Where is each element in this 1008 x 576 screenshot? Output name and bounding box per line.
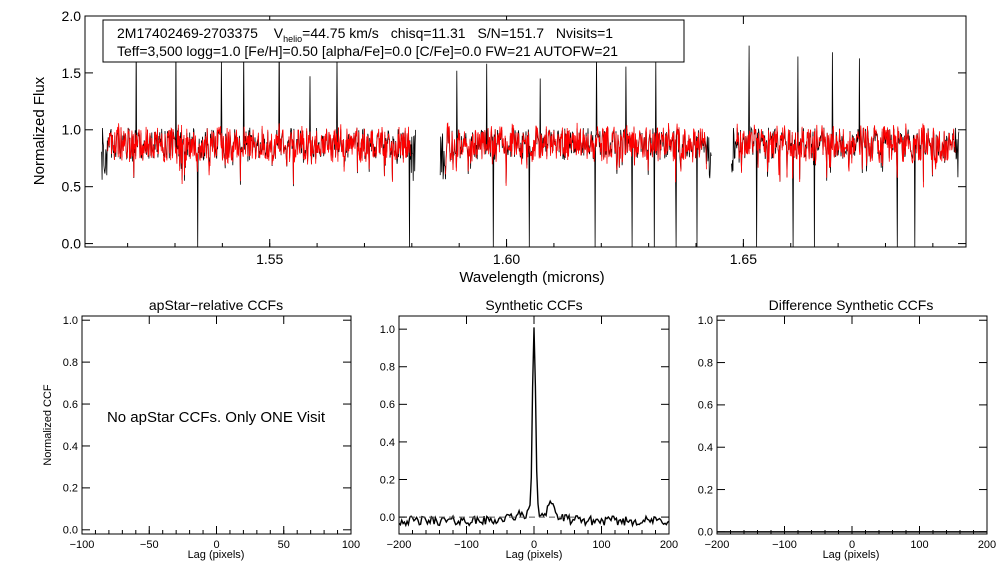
- spectrum-y-tick-label: 2.0: [62, 8, 82, 24]
- ccf3-x-tick-label: 0: [849, 539, 855, 551]
- spectrum-y-label: Normalized Flux: [31, 76, 48, 185]
- ccf1-x-tick-label: 100: [342, 539, 360, 551]
- chisq-value: chisq=11.31: [391, 25, 466, 41]
- ccf1-y-tick-label: 0.8: [63, 357, 78, 369]
- ccf1-y-tick-label: 0.0: [63, 525, 78, 537]
- spectrum-y-tick-label: 0.0: [62, 235, 82, 251]
- vhelio-value: =44.75 km/s: [302, 25, 379, 41]
- ccf3-y-tick-label: 0.2: [698, 484, 713, 496]
- ccf3-x-tick-label: −100: [772, 539, 797, 551]
- info-line-2: Teff=3,500 logg=1.0 [Fe/H]=0.50 [alpha/F…: [117, 43, 618, 59]
- spectrum-x-tick-label: 1.55: [256, 251, 283, 267]
- ccf3-axes-frame: [716, 315, 988, 535]
- spectrum-y-tick-label: 0.5: [62, 179, 82, 195]
- synthetic-spectrum-chip-1: [107, 123, 411, 185]
- ccf3-y-tick-label: 0.8: [698, 357, 713, 369]
- ccf1-x-tick-label: −50: [140, 539, 159, 551]
- ccf-panel-1: apStar−relative CCFs −100 −50 0 50 100 0.0 0.2…: [42, 297, 360, 561]
- spectrum-x-tick-label: 1.60: [493, 251, 520, 267]
- ccf2-curve: [398, 327, 670, 528]
- ccf2-y-tick-label: 1.0: [380, 324, 395, 336]
- star-id: 2M17402469-2703375: [117, 25, 258, 41]
- ccf3-x-label: Lag (pixels): [823, 549, 880, 561]
- ccf2-y-tick-label: 0.4: [380, 437, 395, 449]
- spectrum-x-tick-label: 1.65: [730, 251, 757, 267]
- ccf-panel-3: Difference Synthetic CCFs −200 −100 0 100 20…: [698, 297, 996, 561]
- ccf1-ticks: −100 −50 0 50 100 0.0 0.2 0.4 0.6 0.8 1.0: [63, 315, 360, 551]
- info-line-1: 2M17402469-2703375 Vhelio=44.75 km/s chi…: [117, 25, 613, 44]
- ccf2-x-tick-label: 0: [531, 539, 537, 551]
- spectrum-y-tick-label: 1.0: [62, 122, 82, 138]
- vhelio-prefix: V: [274, 25, 284, 41]
- spectrum-y-tick-label: 1.5: [62, 65, 82, 81]
- spectrum-x-label: Wavelength (microns): [459, 269, 604, 286]
- ccf3-y-tick-label: 0.0: [698, 527, 713, 539]
- ccf1-y-tick-label: 0.4: [63, 441, 78, 453]
- ccf3-title: Difference Synthetic CCFs: [769, 297, 934, 313]
- ccf2-title: Synthetic CCFs: [485, 297, 582, 313]
- ccf2-x-tick-label: 100: [592, 539, 610, 551]
- snr-value: S/N=151.7: [477, 25, 544, 41]
- ccf3-x-tick-label: 100: [910, 539, 928, 551]
- ccf1-x-tick-label: 50: [278, 539, 290, 551]
- ccf3-y-tick-label: 1.0: [698, 315, 713, 327]
- ccf2-ticks: −200 −100 0 100 200 0.0 0.2 0.4 0.6 0.8 1.0: [380, 316, 678, 551]
- ccf3-y-tick-label: 0.4: [698, 442, 713, 454]
- ccf2-x-tick-label: −200: [387, 539, 412, 551]
- ccf3-x-tick-label: 200: [978, 539, 996, 551]
- vhelio-subscript: helio: [283, 34, 302, 44]
- ccf3-y-tick-label: 0.6: [698, 400, 713, 412]
- ccf2-curves: [398, 327, 670, 528]
- ccf1-title: apStar−relative CCFs: [149, 297, 283, 313]
- ccf1-y-tick-label: 0.6: [63, 399, 78, 411]
- spectrum-ticks: 1.55 1.60 1.65 0.0 0.5 1.0 1.5 2.0: [62, 8, 966, 267]
- ccf2-y-tick-label: 0.2: [380, 474, 395, 486]
- ccf3-ticks: −200 −100 0 100 200 0.0 0.2 0.4 0.6 0.8 1.0: [698, 315, 996, 551]
- ccf2-x-tick-label: −100: [454, 539, 479, 551]
- ccf1-y-tick-label: 1.0: [63, 315, 78, 327]
- ccf3-x-tick-label: −200: [705, 539, 730, 551]
- synthetic-spectrum-chip-3: [735, 123, 956, 188]
- ccf-panel-2: Synthetic CCFs −200 −100 0 100 200 0.0 0.2 0.4 0…: [380, 297, 678, 561]
- spectrum-panel: 1.55 1.60 1.65 0.0 0.5 1.0 1.5 2.0 Wavelength (…: [31, 8, 967, 286]
- ccf2-y-tick-label: 0.6: [380, 399, 395, 411]
- ccf2-y-tick-label: 0.8: [380, 362, 395, 374]
- synthetic-spectrum-chip-2: [445, 122, 707, 186]
- synthetic-spectrum-line: [107, 122, 956, 188]
- ccf1-x-tick-label: −100: [70, 539, 95, 551]
- ccf2-x-tick-label: 200: [660, 539, 678, 551]
- ccf1-x-label: Lag (pixels): [188, 549, 245, 561]
- ccf1-y-label: Normalized CCF: [42, 384, 54, 466]
- ccf2-x-label: Lag (pixels): [506, 549, 563, 561]
- ccf1-no-data-message: No apStar CCFs. Only ONE Visit: [107, 409, 326, 426]
- nvisits-value: Nvisits=1: [556, 25, 613, 41]
- spectrum-axes-frame: [84, 15, 967, 248]
- ccf2-y-tick-label: 0.0: [380, 512, 395, 524]
- info-box: [102, 19, 685, 63]
- ccf1-y-tick-label: 0.2: [63, 483, 78, 495]
- ccf1-x-tick-label: 0: [213, 539, 219, 551]
